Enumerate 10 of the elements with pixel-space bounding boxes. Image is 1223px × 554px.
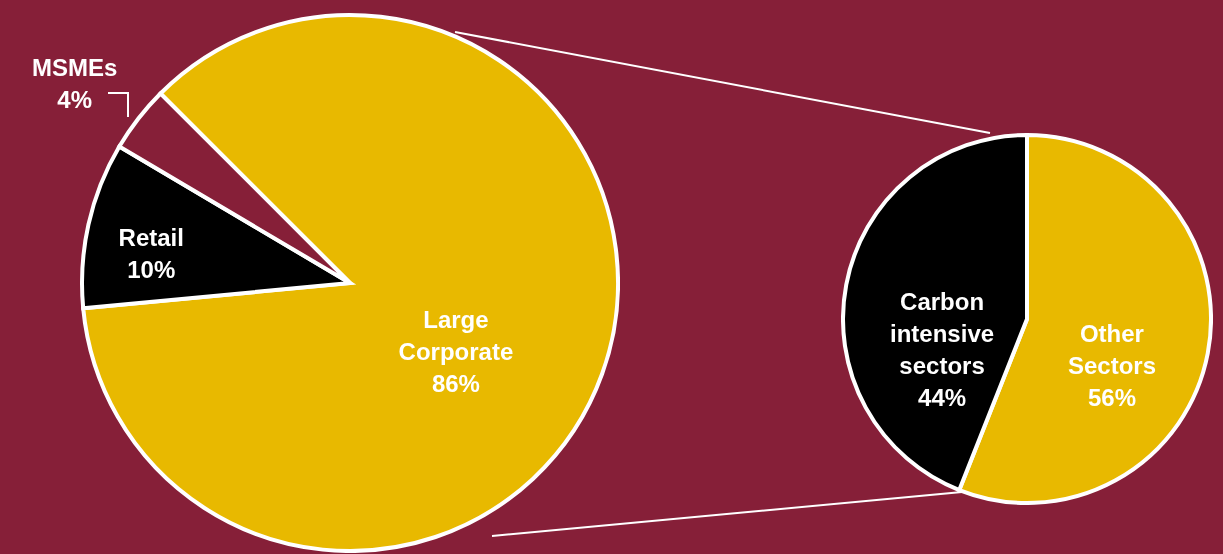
slice-label: Carbon intensive sectors [890,287,995,379]
slice-label: Other Sectors [1067,320,1156,380]
data-label: 44% [918,383,967,411]
data-label: 56% [1087,384,1136,412]
data-label: 86% [431,370,480,398]
slice-label: Large Corporate [398,306,514,366]
slice-label: MSMEs [32,54,118,82]
data-label: 4% [57,86,93,114]
data-label: 10% [127,255,176,283]
slice-label: Retail [118,223,184,251]
